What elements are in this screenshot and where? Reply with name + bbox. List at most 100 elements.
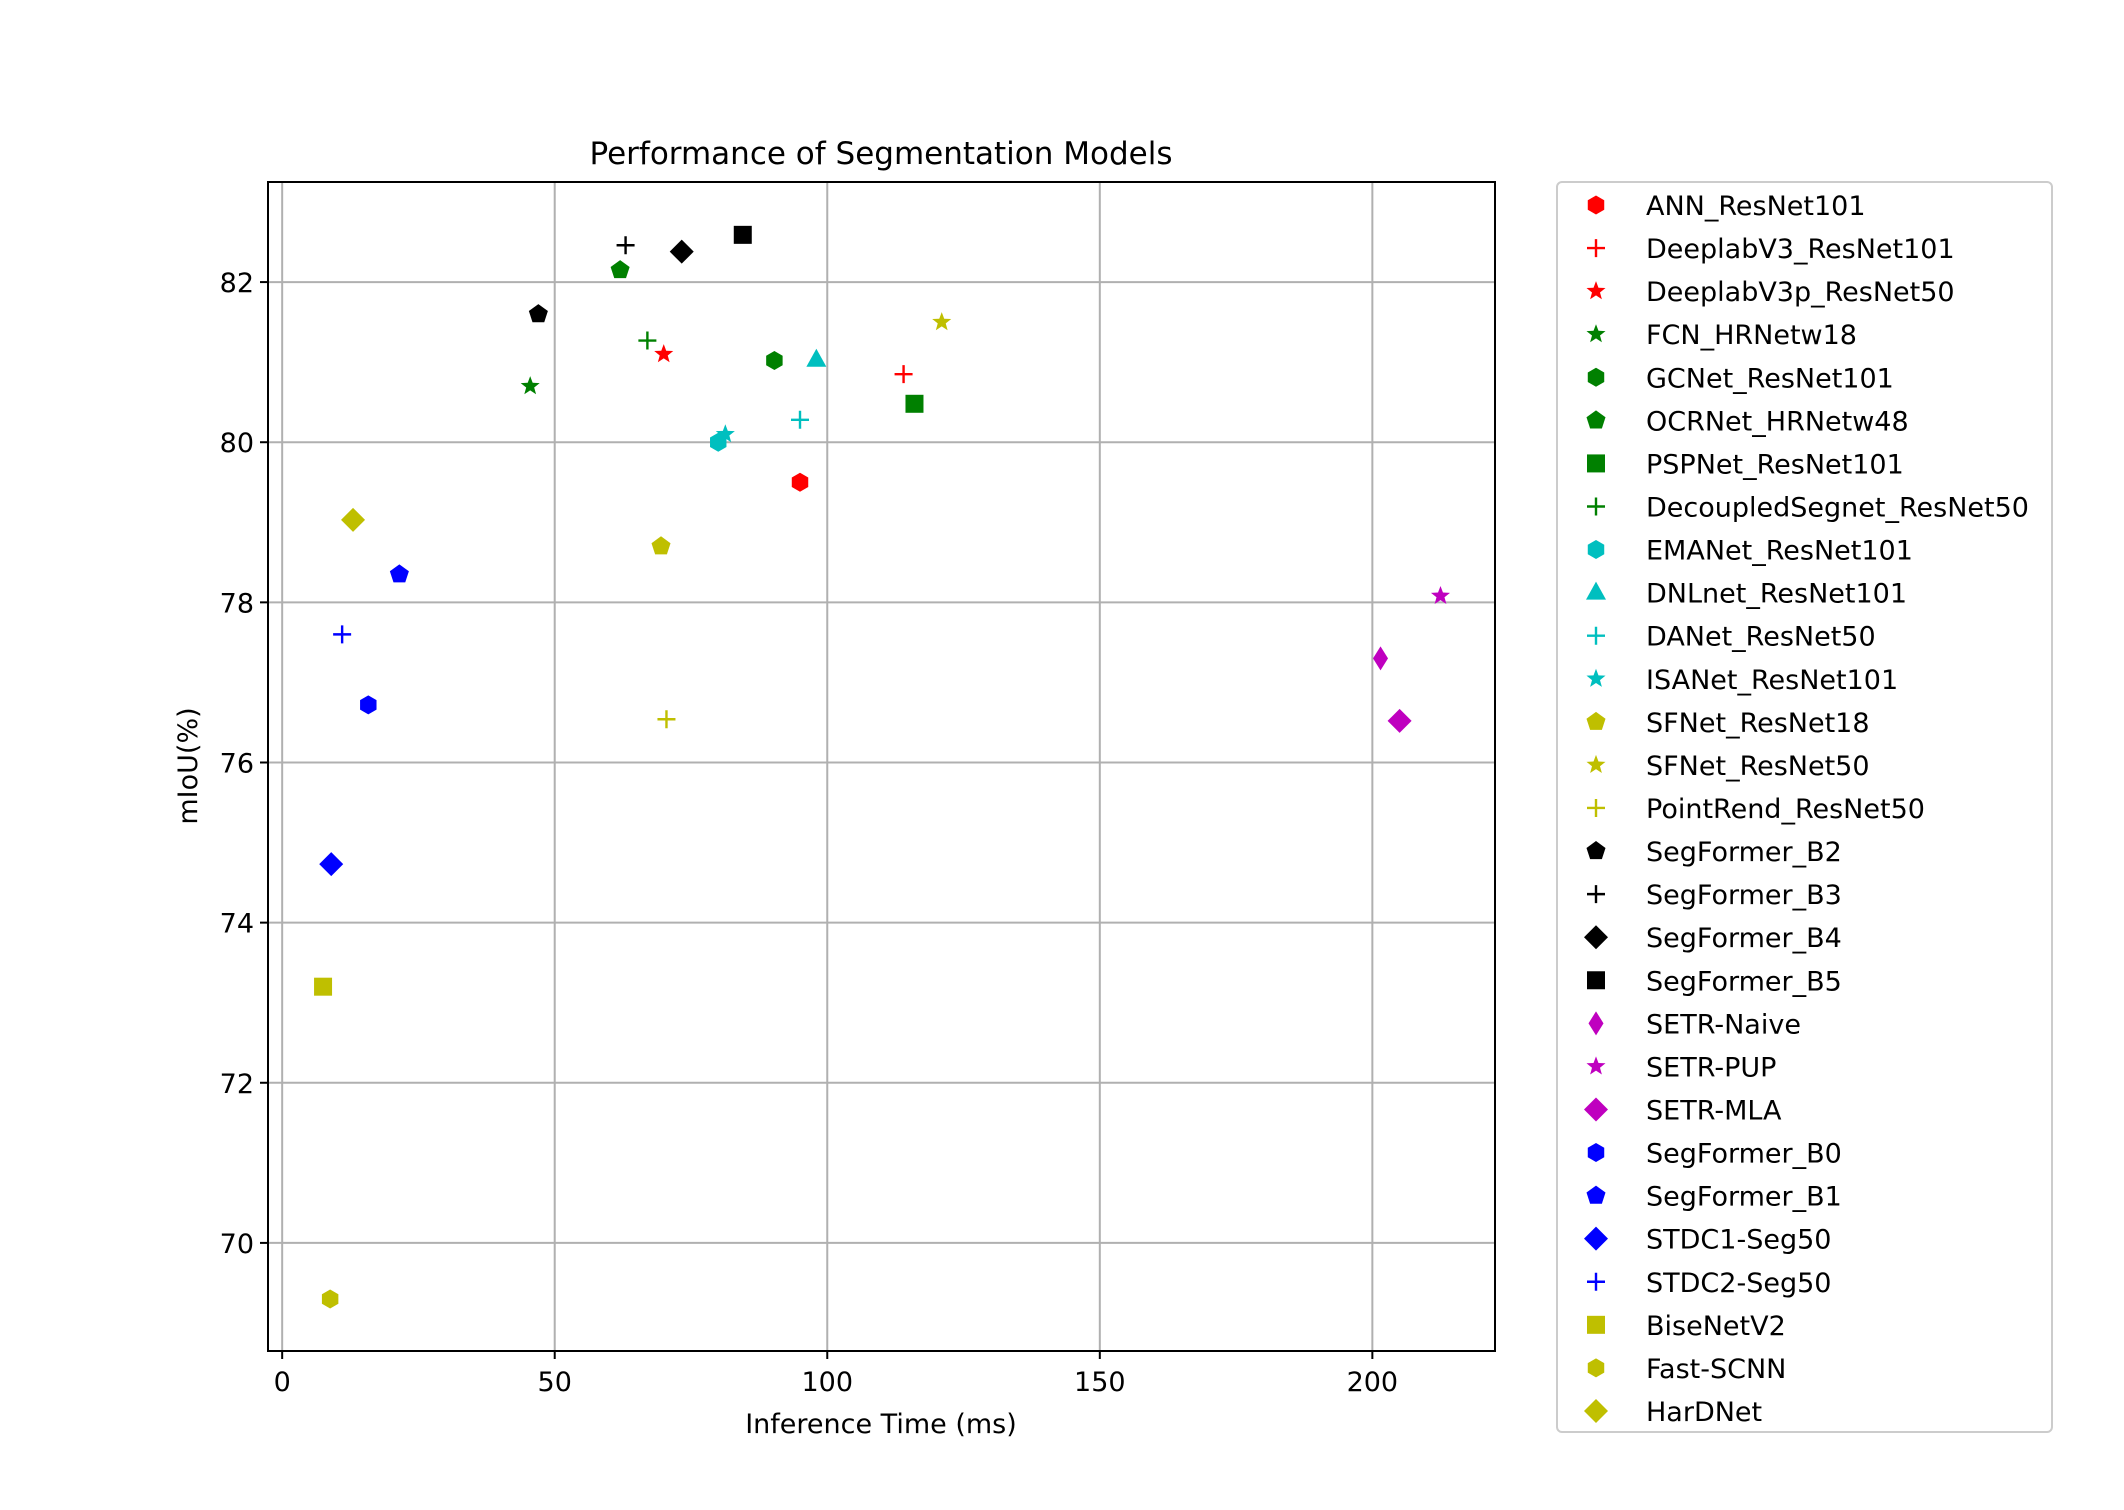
legend-label: SegFormer_B3 xyxy=(1646,880,1842,911)
legend-marker-sfnet-resnet18 xyxy=(1586,711,1606,730)
point-segformer-b0 xyxy=(360,695,377,715)
x-tick-label: 50 xyxy=(538,1367,572,1398)
legend-label: ANN_ResNet101 xyxy=(1646,191,1866,222)
y-tick-label: 70 xyxy=(220,1229,254,1260)
legend-marker-bisenetv2 xyxy=(1587,1315,1605,1334)
point-stdc2-seg50 xyxy=(333,625,352,644)
legend-label: SegFormer_B5 xyxy=(1646,966,1842,997)
legend-label: DNLnet_ResNet101 xyxy=(1646,579,1907,610)
legend-marker-segformer-b5 xyxy=(1587,971,1605,990)
point-isanet-resnet101 xyxy=(715,424,735,443)
legend-label: SFNet_ResNet50 xyxy=(1646,751,1870,782)
point-segformer-b1 xyxy=(389,564,409,583)
legend-marker-ocrnet-hrnetw48 xyxy=(1586,410,1606,429)
legend-marker-segformer-b4 xyxy=(1584,925,1608,950)
point-pspnet-resnet101 xyxy=(905,394,924,413)
legend-label: SETR-PUP xyxy=(1646,1052,1776,1083)
legend-label: HarDNet xyxy=(1646,1397,1762,1428)
legend-label: DeeplabV3p_ResNet50 xyxy=(1646,277,1955,308)
plot-frame xyxy=(267,181,1496,1352)
legend-marker-ann-resnet101 xyxy=(1587,195,1605,215)
legend-marker-segformer-b1 xyxy=(1586,1185,1606,1204)
legend-marker-fcn-hrnetw18 xyxy=(1586,324,1606,343)
legend-label: SegFormer_B0 xyxy=(1646,1139,1842,1170)
legend-label: STDC2-Seg50 xyxy=(1646,1268,1831,1299)
grid-lines xyxy=(268,182,1495,1351)
legend-marker-segformer-b3 xyxy=(1587,885,1605,904)
legend-label: GCNet_ResNet101 xyxy=(1646,363,1894,394)
legend-marker-deeplabv3p-resnet50 xyxy=(1586,281,1606,300)
point-hardnet xyxy=(341,507,366,532)
x-axis-ticks: 0 50 100 150 200 xyxy=(274,1351,1399,1398)
legend-marker-danet-resnet50 xyxy=(1587,626,1605,645)
point-deeplabv3-resnet101 xyxy=(894,365,913,384)
x-tick-label: 100 xyxy=(801,1367,853,1398)
legend-marker-fast-scnn xyxy=(1587,1358,1605,1378)
point-gcnet-resnet101 xyxy=(766,351,783,371)
point-dnlnet-resnet101 xyxy=(806,348,827,367)
legend-marker-decoupledsegnet-resnet50 xyxy=(1587,497,1605,516)
legend-marker-gcnet-resnet101 xyxy=(1587,367,1605,387)
point-segformer-b4 xyxy=(669,239,694,264)
legend-label: PointRend_ResNet50 xyxy=(1646,794,1925,825)
legend-label: BiseNetV2 xyxy=(1646,1311,1786,1342)
legend-label: OCRNet_HRNetw48 xyxy=(1646,406,1909,437)
data-points xyxy=(314,225,1450,1309)
point-setr-naive xyxy=(1373,646,1389,671)
legend-label: DANet_ResNet50 xyxy=(1646,622,1876,653)
legend-marker-hardnet xyxy=(1584,1398,1608,1423)
legend-marker-setr-mla xyxy=(1584,1097,1608,1122)
y-axis-label: mIoU(%) xyxy=(173,707,204,824)
point-sfnet-resnet50 xyxy=(932,312,952,331)
point-segformer-b5 xyxy=(733,225,752,244)
legend-label: Fast-SCNN xyxy=(1646,1354,1786,1385)
legend-label: ISANet_ResNet101 xyxy=(1646,665,1898,696)
legend-label: SETR-MLA xyxy=(1646,1095,1782,1126)
point-setr-mla xyxy=(1387,708,1412,733)
point-pointrend-resnet50 xyxy=(657,710,676,729)
point-setr-pup xyxy=(1430,585,1450,605)
y-tick-label: 76 xyxy=(220,748,254,779)
legend-marker-sfnet-resnet50 xyxy=(1586,754,1606,773)
x-tick-label: 200 xyxy=(1347,1367,1399,1398)
y-tick-label: 78 xyxy=(220,588,254,619)
legend-label: DeeplabV3_ResNet101 xyxy=(1646,234,1955,265)
legend-marker-setr-pup xyxy=(1586,1056,1606,1075)
legend-marker-setr-naive xyxy=(1588,1011,1604,1036)
point-stdc1-seg50 xyxy=(319,852,344,877)
legend-frame xyxy=(1556,181,2053,1433)
legend-marker-deeplabv3-resnet101 xyxy=(1587,239,1605,258)
y-tick-label: 74 xyxy=(220,909,254,940)
legend-marker-segformer-b2 xyxy=(1586,841,1606,860)
legend-label: SETR-Naive xyxy=(1646,1009,1801,1040)
point-ann-resnet101 xyxy=(791,472,809,492)
point-segformer-b3 xyxy=(616,236,635,255)
point-decoupledsegnet-resnet50 xyxy=(638,331,657,350)
legend-label: FCN_HRNetw18 xyxy=(1646,320,1857,351)
x-tick-label: 0 xyxy=(274,1367,291,1398)
point-fcn-hrnetw18 xyxy=(520,376,540,395)
chart-title: Performance of Segmentation Models xyxy=(590,136,1173,172)
legend-marker-pspnet-resnet101 xyxy=(1587,454,1605,473)
point-ocrnet-hrnetw48 xyxy=(610,260,630,279)
legend-label: SegFormer_B4 xyxy=(1646,923,1842,954)
legend-marker-segformer-b0 xyxy=(1587,1143,1605,1163)
point-bisenetv2 xyxy=(314,977,333,996)
legend-marker-pointrend-resnet50 xyxy=(1587,798,1605,817)
legend-label: PSPNet_ResNet101 xyxy=(1646,449,1904,480)
y-axis-ticks: 70 72 74 76 78 80 82 xyxy=(220,268,268,1260)
point-sfnet-resnet18 xyxy=(651,536,671,555)
legend-marker-isanet-resnet101 xyxy=(1586,668,1606,687)
x-tick-label: 150 xyxy=(1074,1367,1126,1398)
legend-label: SegFormer_B2 xyxy=(1646,837,1842,868)
legend-marker-stdc1-seg50 xyxy=(1584,1226,1608,1251)
x-axis-label: Inference Time (ms) xyxy=(745,1409,1017,1440)
legend-marker-emanet-resnet101 xyxy=(1587,540,1605,560)
legend: ANN_ResNet101 DeeplabV3_ResNet101 DeeplabV… xyxy=(1556,181,2053,1433)
legend-marker-dnlnet-resnet101 xyxy=(1586,581,1606,600)
y-tick-label: 82 xyxy=(220,268,254,299)
legend-label: EMANet_ResNet101 xyxy=(1646,536,1913,567)
point-fast-scnn xyxy=(321,1289,339,1309)
point-danet-resnet50 xyxy=(791,410,810,429)
